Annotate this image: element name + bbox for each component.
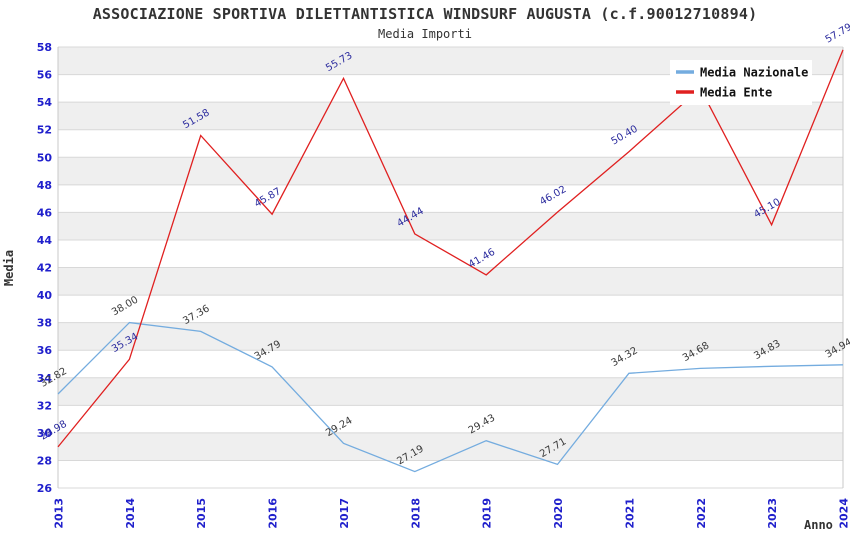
grid-band	[58, 267, 843, 296]
axis-tick-labels: 26 28 30 32 34 36 38 40 42 44 46 48 50 52 54 56 58 2013 20…	[37, 41, 850, 529]
y-tick-label: 58	[37, 41, 52, 54]
y-tick-label: 44	[37, 234, 53, 247]
grid-band	[58, 322, 843, 351]
y-tick-label: 48	[37, 179, 52, 192]
x-tick-label: 2017	[338, 498, 351, 529]
chart-title: ASSOCIAZIONE SPORTIVA DILETTANTISTICA WI…	[93, 5, 758, 23]
y-tick-label: 36	[37, 344, 53, 357]
y-tick-label: 52	[37, 124, 52, 137]
x-tick-label: 2023	[766, 498, 779, 529]
grid-band	[58, 377, 843, 406]
y-tick-label: 56	[37, 69, 53, 82]
y-tick-label: 32	[37, 399, 52, 412]
x-tick-label: 2015	[195, 498, 208, 529]
grid-band	[58, 212, 843, 240]
legend-label: Media Ente	[700, 86, 772, 100]
series-lines	[57, 49, 844, 473]
chart-subtitle: Media Importi	[378, 27, 472, 41]
y-tick-label: 30	[37, 427, 53, 440]
y-tick-label: 46	[37, 206, 53, 219]
y-tick-label: 54	[37, 96, 53, 109]
y-tick-label: 34	[37, 372, 53, 385]
y-tick-label: 40	[37, 289, 53, 302]
x-tick-label: 2024	[838, 498, 850, 529]
legend-box	[670, 60, 812, 105]
y-tick-label: 38	[37, 317, 52, 330]
series-line-media-ente	[57, 49, 844, 448]
grid-band	[58, 157, 843, 185]
point-label: 57.79	[824, 22, 850, 46]
x-tick-label: 2020	[552, 498, 565, 529]
x-tick-label: 2013	[53, 498, 66, 529]
plot-bands	[58, 47, 843, 461]
grid-band	[58, 102, 843, 130]
x-tick-label: 2022	[695, 498, 708, 529]
x-tick-label: 2019	[481, 498, 494, 529]
x-tick-label: 2016	[267, 498, 280, 529]
y-tick-label: 26	[37, 482, 53, 495]
y-tick-label: 42	[37, 262, 52, 275]
series-line-media-nazionale	[57, 321, 844, 473]
x-axis-title: Anno	[804, 518, 833, 532]
legend-label: Media Nazionale	[700, 66, 808, 80]
point-label: 45.87	[253, 186, 283, 210]
point-label: 38.00	[110, 295, 140, 319]
y-tick-label: 50	[37, 151, 53, 164]
y-axis-title: Media	[2, 250, 16, 286]
point-label: 46.02	[538, 184, 568, 208]
x-tick-label: 2014	[124, 498, 137, 529]
y-tick-label: 28	[37, 454, 52, 467]
x-tick-label: 2018	[409, 498, 422, 529]
x-tick-label: 2021	[623, 498, 636, 529]
legend: Media Nazionale Media Ente	[670, 60, 812, 105]
